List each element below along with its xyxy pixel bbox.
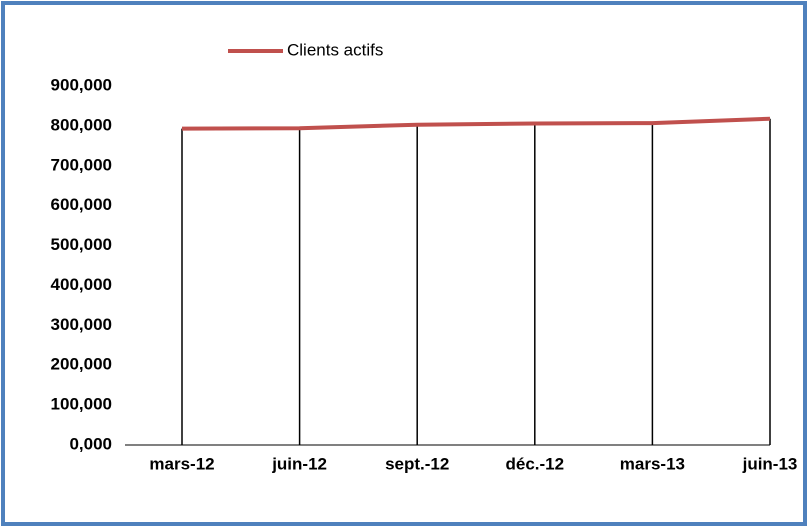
y-tick-label: 700,000 bbox=[51, 155, 112, 174]
y-tick-label: 200,000 bbox=[51, 355, 112, 374]
x-tick-label: mars-12 bbox=[149, 454, 214, 473]
x-tick-label: mars-13 bbox=[620, 454, 685, 473]
y-tick-label: 100,000 bbox=[51, 395, 112, 414]
x-tick-label: juin-13 bbox=[742, 454, 798, 473]
series-line bbox=[181, 116, 771, 131]
y-tick-label: 900,000 bbox=[51, 75, 112, 94]
y-tick-label: 400,000 bbox=[51, 275, 112, 294]
y-tick-label: 300,000 bbox=[51, 315, 112, 334]
y-tick-label: 600,000 bbox=[51, 195, 112, 214]
y-tick-label: 500,000 bbox=[51, 235, 112, 254]
x-tick-label: déc.-12 bbox=[506, 454, 565, 473]
y-tick-label: 800,000 bbox=[51, 115, 112, 134]
legend-label: Clients actifs bbox=[287, 40, 383, 59]
x-tick-label: juin-12 bbox=[271, 454, 327, 473]
x-tick-label: sept.-12 bbox=[385, 454, 449, 473]
y-tick-label: 0,000 bbox=[69, 434, 112, 453]
